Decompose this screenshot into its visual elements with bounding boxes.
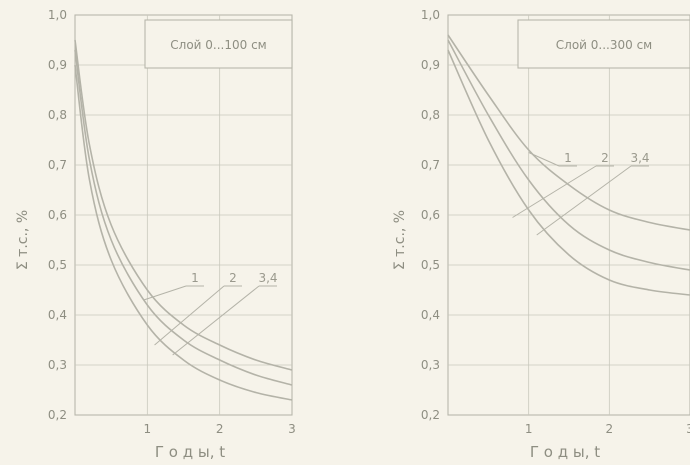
y-tick-label: 1,0 [421,8,440,22]
series-label-2: 2 [601,151,609,165]
series-label-2: 2 [229,271,237,285]
series-leader-line [143,285,187,301]
y-tick-label: 0,2 [48,408,67,422]
y-tick-label: 0,9 [48,58,67,72]
series-line-2 [447,39,690,271]
x-axis-label: Г о д ы, t [155,443,225,461]
y-tick-label: 0,5 [48,258,67,272]
series-leader-line [528,152,560,167]
chart-title: Слой 0...100 см [170,38,266,52]
series-leader-line [154,285,225,346]
x-tick-label: 2 [216,422,224,436]
x-tick-label: 2 [606,422,614,436]
chart-title-box [144,19,293,69]
y-tick-label: 0,4 [48,308,67,322]
x-tick-label: 1 [525,422,533,436]
y-tick-label: 1,0 [48,8,67,22]
x-tick-label: 1 [144,422,152,436]
series-leader-line [536,165,632,236]
series-line-3-4 [447,49,690,296]
series-label-3-4: 3,4 [630,151,649,165]
y-axis-label: Σ т.с., % [15,210,31,270]
y-tick-label: 0,6 [48,208,67,222]
y-tick-label: 0,7 [48,158,67,172]
chart-title-box [517,19,690,69]
y-tick-label: 0,8 [421,108,440,122]
series-line-2 [74,49,293,386]
x-tick-label: 3 [288,422,296,436]
series-line-1 [447,34,690,231]
series-leader-line [512,165,597,218]
y-tick-label: 0,3 [48,358,67,372]
y-tick-label: 0,2 [421,408,440,422]
series-leader-line [172,285,260,356]
x-tick-label: 3 [686,422,690,436]
chart-title: Слой 0...300 см [556,38,652,52]
y-tick-label: 0,7 [421,158,440,172]
y-tick-label: 0,9 [421,58,440,72]
y-tick-label: 0,8 [48,108,67,122]
y-tick-label: 0,3 [421,358,440,372]
series-line-3-4 [74,64,293,401]
series-line-1 [74,39,293,371]
series-label-1: 1 [564,151,572,165]
chart-panel-layer-300cm: 0,2 0,3 0,4 0,5 0,6 0,7 0,8 0,9 1,0 1 2 3 Слой 0...3… [392,8,690,461]
y-tick-label: 0,6 [421,208,440,222]
series-label-3-4: 3,4 [258,271,277,285]
chart-panel-layer-100cm: 0,2 0,3 0,4 0,5 0,6 0,7 0,8 0,9 1,0 1 2 3 Слой 0...1… [15,8,296,461]
y-tick-label: 0,4 [421,308,440,322]
y-tick-label: 0,5 [421,258,440,272]
x-axis-label: Г о д ы, t [530,443,600,461]
y-axis-label: Σ т.с., % [392,210,408,270]
series-label-1: 1 [191,271,199,285]
